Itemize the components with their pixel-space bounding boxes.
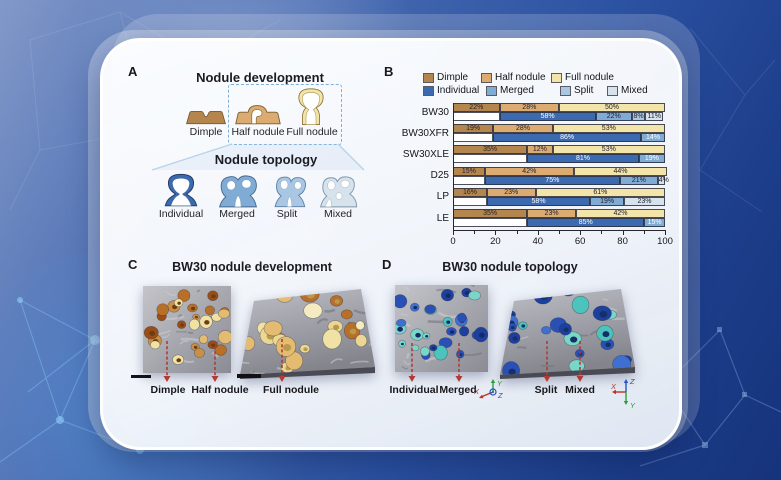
zoom-funnel-lines bbox=[151, 143, 365, 171]
merged-topology-icon bbox=[219, 175, 257, 208]
annotation-arrow bbox=[543, 341, 551, 382]
panel-c-label: C bbox=[128, 257, 138, 272]
scale-bar bbox=[131, 375, 151, 378]
annotation-merged: Merged bbox=[439, 384, 477, 396]
axis-gizmo-top-view: Y X Z bbox=[474, 379, 503, 400]
annotation-mixed: Mixed bbox=[565, 384, 595, 396]
panel-c-title: BW30 nodule development bbox=[172, 260, 332, 274]
svg-text:X: X bbox=[474, 387, 480, 396]
full-nodule-label: Full nodule bbox=[286, 126, 338, 138]
half-nodule-schematic-icon bbox=[235, 105, 281, 125]
annotation-arrow bbox=[278, 339, 286, 382]
annotation-arrow bbox=[408, 343, 416, 382]
annotation-half-nodule: Half nodule bbox=[191, 384, 249, 396]
dimple-label: Dimple bbox=[189, 126, 223, 138]
annotation-arrow bbox=[576, 341, 584, 382]
scale-bar bbox=[237, 374, 261, 378]
annotation-full-nodule: Full nodule bbox=[263, 384, 319, 396]
annotation-split: Split bbox=[534, 384, 558, 396]
annotation-dimple: Dimple bbox=[150, 384, 186, 396]
individual-label: Individual bbox=[158, 208, 204, 220]
panel-a-label: A bbox=[128, 64, 138, 79]
panel-d-title: BW30 nodule topology bbox=[442, 260, 578, 274]
afm-image-half-nodule-stage bbox=[143, 286, 231, 373]
annotation-individual: Individual bbox=[389, 384, 439, 396]
split-topology-icon bbox=[274, 176, 306, 208]
split-label: Split bbox=[276, 208, 298, 220]
dimple-schematic-icon bbox=[186, 110, 226, 125]
nodule-development-title: Nodule development bbox=[196, 70, 324, 85]
annotation-arrow bbox=[211, 341, 219, 382]
panel-d-label: D bbox=[382, 257, 392, 272]
svg-text:Z: Z bbox=[629, 377, 635, 386]
svg-text:X: X bbox=[610, 382, 617, 391]
individual-topology-icon bbox=[164, 173, 198, 207]
merged-label: Merged bbox=[219, 208, 255, 220]
mixed-topology-icon bbox=[320, 176, 358, 208]
mixed-label: Mixed bbox=[323, 208, 353, 220]
development-highlight-box bbox=[228, 84, 342, 145]
panel-b-label: B bbox=[384, 64, 394, 79]
svg-text:Z: Z bbox=[497, 391, 503, 400]
nodule-topology-title: Nodule topology bbox=[214, 152, 318, 167]
afm-image-full-nodule-stage bbox=[240, 289, 375, 379]
full-nodule-schematic-icon bbox=[298, 88, 324, 125]
svg-text:Y: Y bbox=[497, 379, 503, 388]
svg-text:Y: Y bbox=[630, 401, 636, 410]
axis-gizmo-perspective-view: Z X Y bbox=[610, 377, 636, 410]
annotation-arrow bbox=[455, 343, 463, 382]
half-nodule-label: Half nodule bbox=[231, 126, 285, 138]
annotation-arrow bbox=[163, 341, 171, 382]
topology-render-split-mixed bbox=[500, 289, 635, 379]
topology-render-individual-merged bbox=[395, 285, 488, 372]
